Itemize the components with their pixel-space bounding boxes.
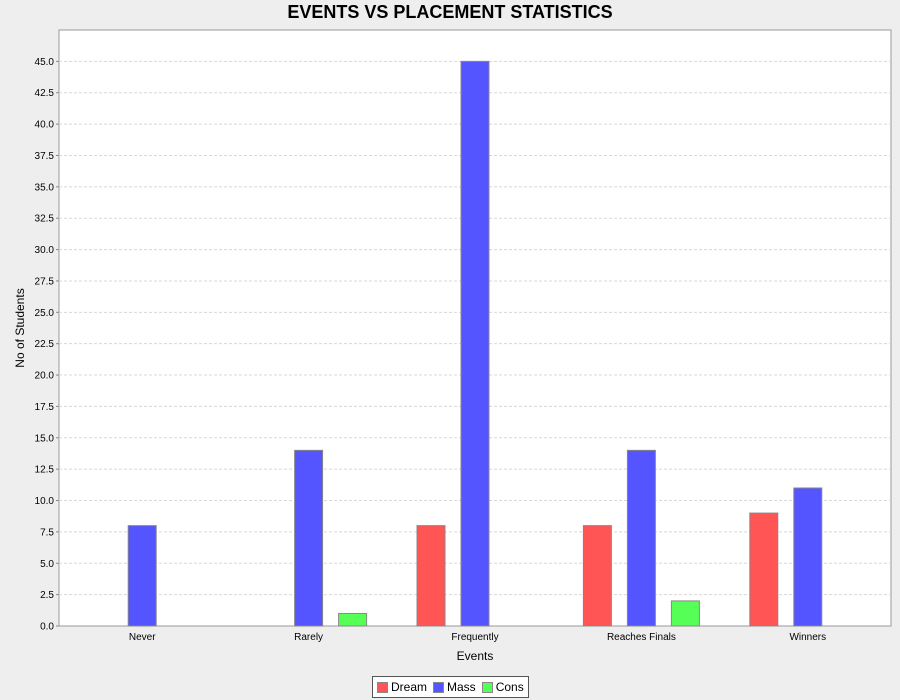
legend-label: Mass bbox=[447, 680, 476, 694]
bar-mass bbox=[793, 487, 823, 627]
legend-label: Dream bbox=[391, 680, 428, 694]
x-tick-label: Rarely bbox=[294, 632, 323, 643]
bar-mass bbox=[460, 60, 490, 627]
y-tick-label: 27.5 bbox=[35, 276, 55, 287]
bars bbox=[127, 60, 823, 627]
legend-item-cons: Cons bbox=[481, 680, 524, 694]
y-tick-label: 45.0 bbox=[35, 57, 55, 68]
y-tick-label: 25.0 bbox=[35, 308, 55, 319]
legend-item-mass: Mass bbox=[433, 680, 476, 694]
y-axis-ticks: 0.0 2.5 5.0 7.5 10.0 12.5 15.0 17.5 20.0 22.5 25.0… bbox=[35, 57, 59, 633]
y-tick-label: 12.5 bbox=[35, 465, 55, 476]
legend-swatch bbox=[481, 681, 493, 693]
legend-swatch bbox=[377, 681, 388, 693]
bar-cons bbox=[670, 600, 700, 627]
legend-item-dream: Dream bbox=[377, 680, 427, 694]
bar-mass bbox=[127, 525, 157, 627]
bar-dream bbox=[582, 525, 612, 627]
y-tick-label: 22.5 bbox=[35, 339, 55, 350]
y-axis-label: No of Students bbox=[13, 288, 27, 367]
y-tick-label: 5.0 bbox=[40, 559, 54, 570]
y-tick-label: 7.5 bbox=[40, 527, 54, 538]
y-tick-label: 37.5 bbox=[35, 151, 55, 162]
x-axis-ticks: Never Rarely Frequently Reaches Finals Winne… bbox=[129, 632, 826, 643]
y-tick-label: 42.5 bbox=[35, 88, 55, 99]
x-tick-label: Never bbox=[129, 632, 156, 643]
bar-dream bbox=[416, 525, 446, 627]
legend-swatch bbox=[433, 681, 445, 693]
bar-dream bbox=[749, 512, 779, 627]
x-tick-label: Frequently bbox=[451, 632, 498, 643]
bar-cons bbox=[338, 612, 368, 627]
x-tick-label: Reaches Finals bbox=[607, 632, 676, 643]
legend: Dream Mass Cons bbox=[372, 676, 529, 698]
y-tick-label: 2.5 bbox=[40, 590, 54, 601]
y-tick-label: 40.0 bbox=[35, 120, 55, 131]
y-tick-label: 32.5 bbox=[35, 214, 55, 225]
y-tick-label: 17.5 bbox=[35, 402, 55, 413]
x-tick-label: Winners bbox=[789, 632, 826, 643]
y-tick-label: 10.0 bbox=[35, 496, 55, 507]
y-tick-label: 30.0 bbox=[35, 245, 55, 256]
y-tick-label: 0.0 bbox=[40, 622, 54, 633]
y-tick-label: 35.0 bbox=[35, 182, 55, 193]
bar-mass bbox=[626, 449, 656, 627]
bar-mass bbox=[294, 449, 324, 627]
x-axis-label: Events bbox=[457, 649, 494, 663]
legend-label: Cons bbox=[495, 680, 524, 694]
y-tick-label: 15.0 bbox=[35, 433, 55, 444]
chart-title: EVENTS VS PLACEMENT STATISTICS bbox=[287, 2, 613, 22]
y-tick-label: 20.0 bbox=[35, 371, 55, 382]
